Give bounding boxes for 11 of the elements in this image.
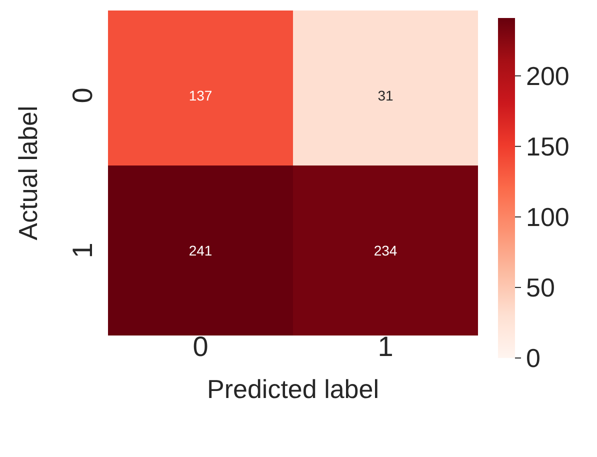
color-bar-label: 150 (526, 131, 570, 162)
data-label: 241 (188, 242, 212, 258)
x-axis-title: Predicted label (207, 374, 379, 404)
data-label: 234 (374, 242, 398, 258)
y-axis-title: Actual label (13, 106, 44, 240)
data-label: 31 (378, 88, 394, 104)
color-bar-label: 200 (526, 60, 570, 91)
color-bar-label: 100 (526, 202, 570, 232)
data-label: 137 (188, 88, 212, 104)
colorbar: 0 50 100 150 200 (493, 8, 597, 453)
color-bar-label: 50 (526, 272, 555, 302)
